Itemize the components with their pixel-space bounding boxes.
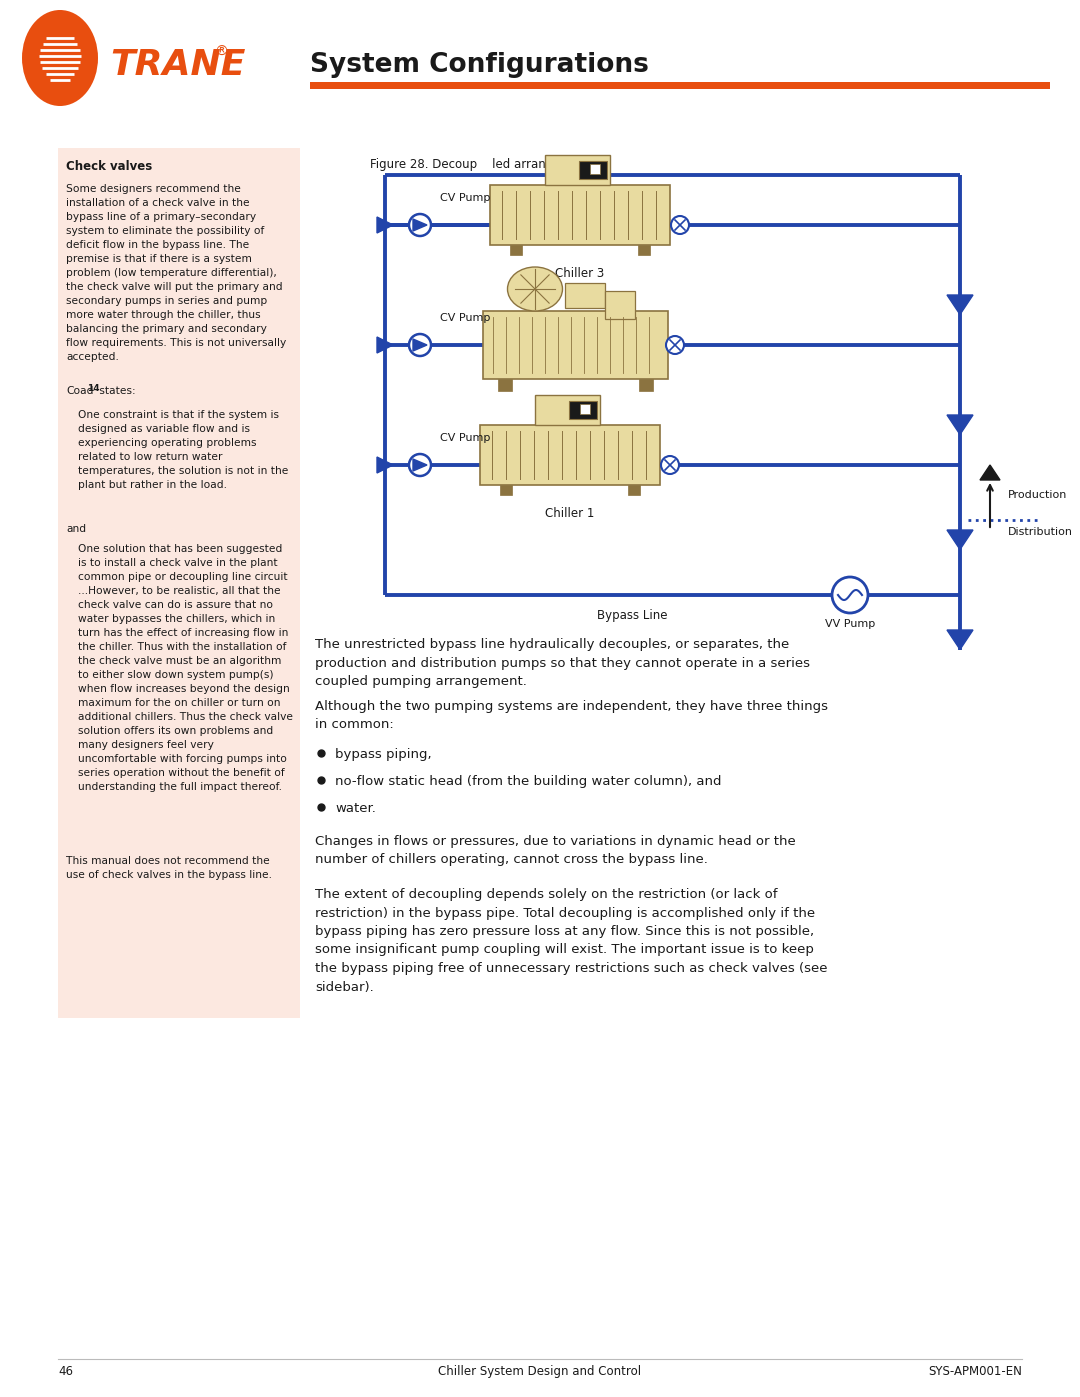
Polygon shape	[377, 457, 393, 474]
Text: Production: Production	[1008, 490, 1067, 500]
Text: 46: 46	[58, 1365, 73, 1377]
Text: Figure 28. Decoup    led arrangement: Figure 28. Decoup led arrangement	[370, 158, 592, 170]
Text: Although the two pumping systems are independent, they have three things
in comm: Although the two pumping systems are ind…	[315, 700, 828, 732]
Bar	[498, 379, 512, 391]
Bar	[569, 401, 597, 419]
Text: This manual does not recommend the
use of check valves in the bypass line.: This manual does not recommend the use o…	[66, 856, 272, 880]
Text: SYS-APM001-EN: SYS-APM001-EN	[928, 1365, 1022, 1377]
Bar	[545, 155, 610, 184]
Polygon shape	[377, 217, 393, 233]
Text: Chiller 3: Chiller 3	[555, 267, 605, 279]
Polygon shape	[413, 219, 427, 231]
Text: The extent of decoupling depends solely on the restriction (or lack of
restricti: The extent of decoupling depends solely …	[315, 888, 827, 993]
Bar	[565, 284, 605, 307]
Circle shape	[409, 334, 431, 356]
Text: VV Pump: VV Pump	[825, 619, 875, 629]
Text: no-flow static head (from the building water column), and: no-flow static head (from the building w…	[335, 775, 721, 788]
Text: Bypass Line: Bypass Line	[597, 609, 667, 622]
Text: Chiller System Design and Control: Chiller System Design and Control	[438, 1365, 642, 1377]
Text: states:: states:	[96, 386, 136, 395]
Bar	[483, 312, 669, 379]
Text: bypass piping,: bypass piping,	[335, 747, 432, 761]
Circle shape	[409, 214, 431, 236]
Polygon shape	[947, 529, 973, 549]
Circle shape	[661, 455, 679, 474]
Text: water.: water.	[335, 802, 376, 814]
Text: Distribution: Distribution	[1008, 527, 1074, 536]
Text: and: and	[66, 524, 86, 534]
Text: The unrestricted bypass line hydraulically decouples, or separates, the
producti: The unrestricted bypass line hydraulical…	[315, 638, 810, 687]
Text: Coad: Coad	[66, 386, 94, 395]
Circle shape	[832, 577, 868, 613]
Bar	[605, 291, 635, 319]
Bar	[638, 244, 650, 256]
Polygon shape	[947, 630, 973, 650]
Bar	[580, 404, 590, 414]
Polygon shape	[377, 337, 393, 353]
Bar	[510, 244, 522, 256]
Bar	[480, 425, 660, 485]
Polygon shape	[947, 415, 973, 434]
Polygon shape	[413, 460, 427, 471]
Bar	[490, 184, 670, 244]
Ellipse shape	[508, 267, 563, 312]
Text: TRANE: TRANE	[110, 47, 245, 82]
Text: System Configurations: System Configurations	[310, 52, 649, 78]
Bar	[500, 485, 512, 495]
Polygon shape	[980, 465, 1000, 481]
Text: CV Pump: CV Pump	[440, 193, 490, 203]
Text: Some designers recommend the
installation of a check valve in the
bypass line of: Some designers recommend the installatio…	[66, 184, 286, 362]
Text: CV Pump: CV Pump	[440, 313, 490, 323]
Text: ®: ®	[214, 45, 228, 59]
Text: 14: 14	[87, 384, 99, 393]
Bar	[590, 163, 600, 175]
Circle shape	[671, 217, 689, 235]
Text: Check valves: Check valves	[66, 161, 152, 173]
Bar	[310, 82, 1050, 89]
Bar	[627, 485, 640, 495]
Text: CV Pump: CV Pump	[440, 433, 490, 443]
Text: One solution that has been suggested
is to install a check valve in the plant
co: One solution that has been suggested is …	[78, 543, 293, 792]
Polygon shape	[947, 295, 973, 314]
Bar	[639, 379, 653, 391]
Circle shape	[666, 337, 684, 353]
Circle shape	[409, 454, 431, 476]
Text: One constraint is that if the system is
designed as variable flow and is
experie: One constraint is that if the system is …	[78, 409, 288, 490]
Text: Chiller 2: Chiller 2	[551, 395, 599, 408]
Text: Chiller 1: Chiller 1	[545, 507, 595, 520]
Bar	[535, 395, 600, 425]
Text: Changes in flows or pressures, due to variations in dynamic head or the
number o: Changes in flows or pressures, due to va…	[315, 835, 796, 866]
Ellipse shape	[22, 10, 98, 106]
Bar	[58, 148, 300, 1018]
Polygon shape	[413, 339, 427, 351]
Bar	[579, 161, 607, 179]
